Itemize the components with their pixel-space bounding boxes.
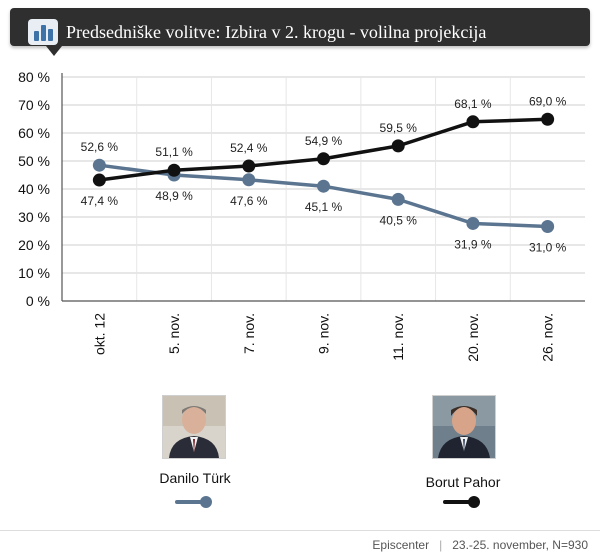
title-pointer <box>46 46 62 56</box>
data-label: 52,4 % <box>230 141 268 155</box>
legend-marker-pahor <box>468 496 480 508</box>
data-point <box>466 217 479 230</box>
footer-divider <box>0 530 600 531</box>
y-axis: 0 % 10 % 20 % 30 % 40 % 50 % 60 % 70 % 80 % <box>18 69 50 309</box>
data-point <box>168 164 181 177</box>
y-tick-label: 20 % <box>18 237 50 253</box>
footer-note: 23.-25. november, N=930 <box>452 538 588 552</box>
data-label: 40,5 % <box>380 213 418 227</box>
data-point <box>541 113 554 126</box>
data-point <box>466 115 479 128</box>
data-point <box>93 159 106 172</box>
y-tick-label: 30 % <box>18 209 50 225</box>
data-point <box>392 193 405 206</box>
x-tick-label: 20. nov. <box>465 313 481 362</box>
footer-separator: | <box>439 538 442 552</box>
x-tick-label: 26. nov. <box>540 313 556 362</box>
data-point <box>392 139 405 152</box>
x-tick-label: 7. nov. <box>241 313 257 354</box>
y-tick-label: 50 % <box>18 153 50 169</box>
data-label: 69,0 % <box>529 94 567 108</box>
data-label: 47,6 % <box>230 194 268 208</box>
data-point <box>541 220 554 233</box>
footer-source: Episcenter <box>372 538 429 552</box>
y-tick-label: 0 % <box>26 293 50 309</box>
chart-title: Predsedniške volitve: Izbira v 2. krogu … <box>66 22 486 43</box>
data-label: 59,5 % <box>380 121 418 135</box>
data-point <box>317 180 330 193</box>
data-label: 47,4 % <box>81 194 119 208</box>
x-axis: okt. 12 5. nov. 7. nov. 9. nov. 11. nov. 20. … <box>91 313 555 362</box>
title-bar: Predsedniške volitve: Izbira v 2. krogu … <box>10 8 590 46</box>
data-label: 31,9 % <box>454 237 492 251</box>
data-label: 48,9 % <box>155 189 193 203</box>
data-label: 52,6 % <box>81 140 119 154</box>
data-point <box>317 152 330 165</box>
line-chart: 0 % 10 % 20 % 30 % 40 % 50 % 60 % 70 % 80 % okt.… <box>0 60 600 380</box>
bar-chart-icon <box>28 19 58 45</box>
x-tick-label: 11. nov. <box>390 313 406 361</box>
legend-marker-turk <box>200 496 212 508</box>
data-point <box>93 174 106 187</box>
portrait-photo-pahor <box>432 395 496 459</box>
y-tick-label: 70 % <box>18 97 50 113</box>
data-point <box>242 160 255 173</box>
y-tick-label: 40 % <box>18 181 50 197</box>
data-label: 31,0 % <box>529 241 567 255</box>
y-tick-label: 60 % <box>18 125 50 141</box>
data-label: 45,1 % <box>305 200 343 214</box>
x-tick-label: okt. 12 <box>91 313 107 355</box>
legend-name-pahor: Borut Pahor <box>393 474 533 490</box>
footer: Episcenter | 23.-25. november, N=930 <box>372 538 588 552</box>
data-label: 68,1 % <box>454 97 492 111</box>
x-tick-label: 9. nov. <box>316 313 332 354</box>
data-label: 54,9 % <box>305 134 343 148</box>
y-tick-label: 10 % <box>18 265 50 281</box>
y-tick-label: 80 % <box>18 69 50 85</box>
data-point <box>242 173 255 186</box>
legend-name-turk: Danilo Türk <box>125 470 265 486</box>
x-tick-label: 5. nov. <box>166 313 182 354</box>
portrait-photo-turk <box>162 395 226 459</box>
data-label: 51,1 % <box>155 145 193 159</box>
